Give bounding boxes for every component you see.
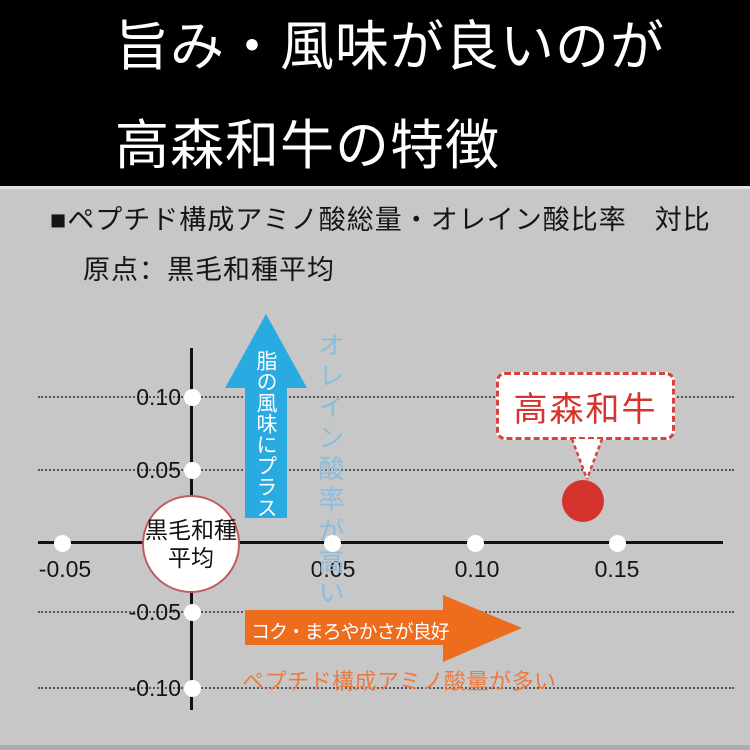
gridline-y-0.05 [38, 469, 734, 471]
y-tick-label--0.05: -0.05 [128, 599, 181, 625]
gridline-y--0.10 [38, 687, 734, 689]
chart-title: ■ペプチド構成アミノ酸総量・オレイン酸比率 対比 [50, 205, 711, 235]
origin-label-line2: 平均 [168, 545, 214, 571]
tick-dot-y--0.05 [184, 604, 201, 621]
x-axis [38, 541, 723, 544]
blue-arrow-label: 脂の風味にプラス [254, 350, 277, 518]
y-tick-label-0.10: 0.10 [136, 384, 181, 410]
x-tick-label-0.05: 0.05 [310, 556, 356, 582]
callout-tail [570, 439, 604, 480]
header-title-line1: 旨み・風味が良いのが [115, 17, 665, 77]
y-tick-label--0.10: -0.10 [128, 675, 181, 701]
orange-arrow-label: コク・まろやかさが良好 [251, 622, 450, 643]
oleic-acid-axis-label: オレイン酸率が高い [315, 331, 345, 610]
takamori-wagyu-point [562, 480, 604, 522]
peptide-axis-label: ペプチド構成アミノ酸量が多い [242, 669, 557, 694]
origin-point-kuroge-average: 黒毛和種 平均 [142, 495, 240, 593]
tick-dot-x-0.05 [324, 535, 341, 552]
y-tick-label-0.05: 0.05 [136, 457, 181, 483]
tick-dot-y-0.10 [184, 389, 201, 406]
blue-up-arrow [225, 314, 307, 518]
origin-label-line1: 黒毛和種 [145, 517, 237, 543]
orange-right-arrow [245, 595, 522, 662]
tick-dot-x-0.15 [609, 535, 626, 552]
tick-dot-x-0.10 [467, 535, 484, 552]
header-band: 旨み・風味が良いのが 高森和牛の特徴 [0, 0, 750, 186]
chart-subtitle: 原点：黒毛和種平均 [83, 255, 335, 285]
bottom-border-strip [0, 745, 750, 750]
header-separator [0, 186, 750, 189]
header-title-line2: 高森和牛の特徴 [115, 116, 500, 176]
gridline-y-0.10 [38, 396, 734, 398]
x-tick-label-0.15: 0.15 [594, 556, 640, 582]
tick-dot-y-0.05 [184, 462, 201, 479]
tick-dot-x--0.05 [54, 535, 71, 552]
takamori-wagyu-callout: 高森和牛 [496, 372, 675, 440]
callout-label: 高森和牛 [513, 390, 658, 429]
x-tick-label--0.05: -0.05 [38, 556, 92, 582]
x-tick-label-0.10: 0.10 [454, 556, 500, 582]
tick-dot-y--0.10 [184, 680, 201, 697]
